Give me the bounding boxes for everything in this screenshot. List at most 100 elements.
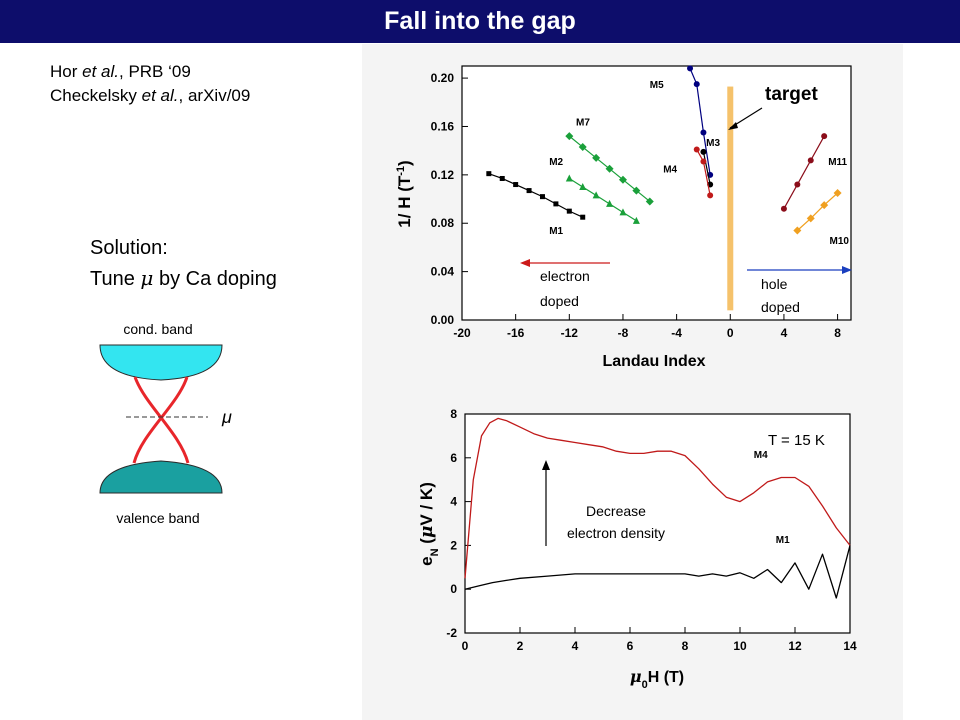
cond-band-label: cond. band (123, 321, 192, 337)
y-tick-label: 0.04 (431, 265, 455, 279)
data-point-M10 (793, 226, 802, 235)
data-point-M2 (606, 199, 614, 207)
x-axis-label: Landau Index (602, 353, 705, 370)
y-tick-label: 0.08 (431, 216, 455, 230)
mu-label: μ (221, 407, 232, 427)
data-point-M5 (693, 81, 700, 88)
y-axis-label: 1/ H (T-1) (395, 160, 414, 227)
data-point-M1 (499, 175, 505, 181)
target-layer (727, 86, 734, 311)
solution-line-2: Tune μ by Ca doping (90, 263, 277, 294)
data-point-M1 (486, 171, 492, 177)
data-point-M11 (821, 133, 828, 140)
y-axis-label-sup: -1 (395, 166, 407, 176)
series-line-M11 (783, 135, 825, 210)
data-point-M10 (833, 189, 842, 197)
y-axis-label-rest: V / K) (417, 482, 436, 525)
data-point-M7 (605, 164, 614, 173)
x-tick-label: 2 (517, 639, 524, 653)
series-line-M5 (689, 68, 711, 175)
data-point-M7 (632, 186, 641, 195)
data-point-M7 (565, 132, 574, 141)
data-point-M11 (794, 181, 801, 188)
series-line-M10 (796, 192, 838, 231)
series-layer: M1 M2 M7 M5 M3 M4 M11 M10 (486, 65, 850, 247)
y-axis-label-end: ) (395, 160, 414, 166)
y-axis-label-open: ( (417, 538, 436, 549)
data-point-M11 (780, 205, 787, 212)
reference-authors: Hor (50, 62, 78, 81)
landau-index-chart: -20 -16 -12 -8 -4 0 4 8 0.00 0.04 0.08 0.12 0.16 0.20… (395, 65, 852, 370)
x-tick-label: -12 (561, 326, 579, 340)
y-tick-label: 0.12 (431, 168, 455, 182)
x-tick-label: -4 (671, 326, 682, 340)
x-tick-label: 8 (834, 326, 841, 340)
reference-line: Hor et al., PRB ‘09 (50, 60, 250, 84)
y-tick-label: -2 (446, 626, 457, 640)
title-bar (0, 0, 960, 43)
data-point-M10 (806, 214, 815, 223)
reference-etal: et al. (141, 86, 179, 105)
hole-doped-label-2: doped (761, 299, 800, 315)
band-diagram: cond. band μ valence band (99, 321, 232, 526)
target-label: target (765, 84, 818, 105)
data-point-M7 (618, 175, 627, 184)
data-point-M5 (700, 129, 707, 136)
plot-frame (464, 413, 851, 634)
data-point-M2 (619, 208, 627, 216)
y-axis-label: eN (μV / K) (417, 482, 441, 566)
series-label-M10: M10 (830, 236, 850, 247)
hole-arrowhead (842, 266, 852, 274)
y-axis-label-mu: μ (417, 526, 437, 538)
data-point-M2 (592, 191, 600, 199)
y-tick-label: 0.00 (431, 313, 455, 327)
decrease-label-1: Decrease (586, 503, 646, 519)
data-point-M11 (807, 157, 814, 164)
reference-source: , arXiv/09 (178, 86, 251, 105)
series-label-M1: M1 (776, 535, 790, 546)
data-point-M5 (687, 65, 694, 72)
surface-state-line (132, 376, 189, 464)
target-arrowhead (728, 122, 738, 130)
data-point-M1 (566, 208, 572, 214)
x-tick-label: -16 (507, 326, 525, 340)
electron-doped-label-1: electron (540, 268, 590, 284)
x-tick-label: 12 (788, 639, 802, 653)
data-point-M7 (645, 197, 654, 206)
y-tick-label: 2 (450, 538, 457, 552)
y-axis-label-sub: N (429, 548, 441, 556)
y-tick-label: 4 (450, 495, 457, 509)
electron-arrowhead (520, 259, 530, 267)
solution-post: by Ca doping (153, 268, 277, 290)
y-tick-label: 0 (450, 582, 457, 596)
data-point-M3 (700, 148, 707, 155)
data-point-M1 (539, 194, 545, 200)
x-axis-label-rest: H (T) (648, 669, 684, 686)
series-label-M11: M11 (828, 157, 847, 168)
y-tick-label: 8 (450, 407, 457, 421)
series-label-M7: M7 (576, 117, 590, 128)
electron-doped-label-2: doped (540, 293, 579, 309)
series-label-M4: M4 (663, 164, 677, 175)
x-tick-label: -8 (618, 326, 629, 340)
data-point-M7 (592, 153, 601, 162)
y-tick-label: 0.16 (431, 119, 455, 133)
x-tick-label: 14 (843, 639, 857, 653)
series-label-M3: M3 (706, 138, 720, 149)
x-tick-label: 8 (682, 639, 689, 653)
series-layer: M4 M1 (464, 417, 851, 599)
decrease-label-2: electron density (567, 525, 665, 541)
reference-line: Checkelsky et al., arXiv/09 (50, 84, 250, 108)
data-point-M2 (579, 182, 587, 190)
reference-source: , PRB ‘09 (119, 62, 191, 81)
series-line-M4 (464, 417, 851, 579)
temperature-label: T = 15 K (768, 432, 825, 449)
series-label-M4: M4 (754, 450, 768, 461)
x-tick-label: 10 (733, 639, 747, 653)
reference-authors: Checkelsky (50, 86, 137, 105)
solution-mu: μ (140, 266, 154, 290)
data-point-M10 (820, 201, 829, 210)
x-tick-label: 4 (781, 326, 788, 340)
x-tick-label: 0 (727, 326, 734, 340)
